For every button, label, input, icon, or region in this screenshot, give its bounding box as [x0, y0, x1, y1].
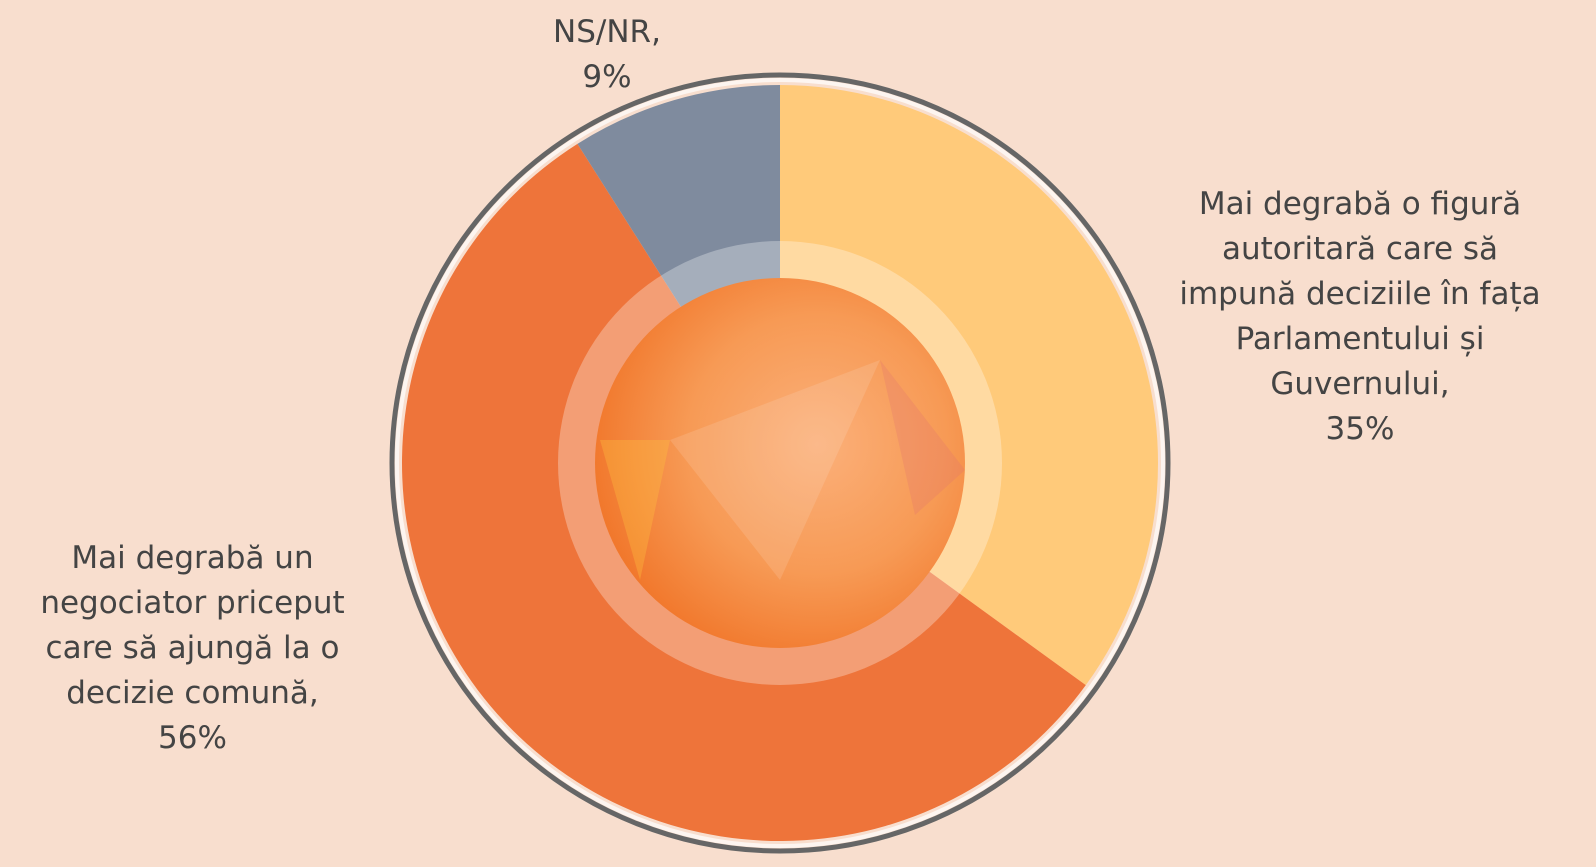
slice-label: Mai degrabă un negociator priceput care …: [10, 536, 375, 761]
category-label: NS/NR,: [507, 10, 707, 55]
slice-label: Mai degrabă o figură autoritară care să …: [1160, 182, 1560, 452]
category-label: Mai degrabă o figură autoritară care să …: [1160, 182, 1560, 407]
category-label: Mai degrabă un negociator priceput care …: [10, 536, 375, 716]
value-label: 56%: [10, 716, 375, 761]
slice-label: NS/NR, 9%: [507, 10, 707, 100]
value-label: 9%: [507, 55, 707, 100]
page: Mai degrabă o figură autoritară care să …: [0, 0, 1596, 867]
value-label: 35%: [1160, 407, 1560, 452]
